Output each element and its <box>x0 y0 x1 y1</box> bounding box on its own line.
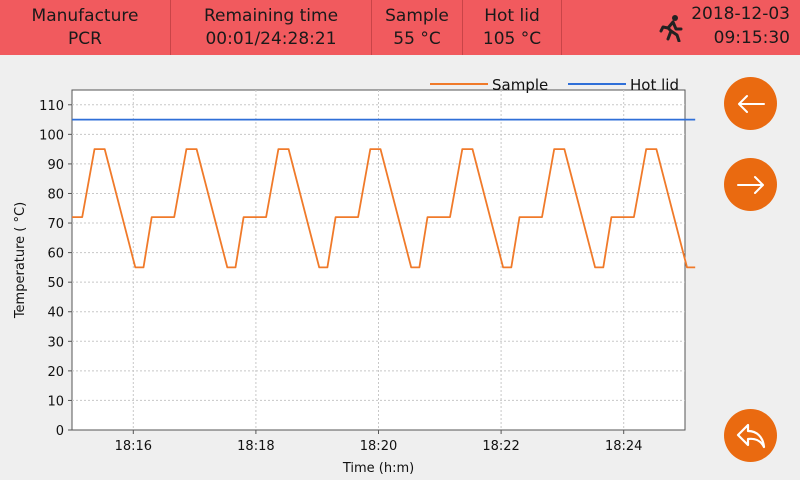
y-tick-label: 10 <box>47 394 64 409</box>
back-button[interactable] <box>724 409 777 462</box>
y-axis-label: Temperature ( °C) <box>13 202 28 319</box>
y-tick-label: 30 <box>47 335 64 350</box>
x-tick-label: 18:20 <box>360 439 397 454</box>
temperature-chart: 0 10 20 30 40 50 60 70 80 90 100 110 18:16 18:18 18:20… <box>13 76 696 476</box>
x-tick-label: 18:18 <box>237 439 274 454</box>
date-text: 2018-12-03 <box>691 4 790 24</box>
datetime-cell: 2018-12-03 09:15:30 <box>562 0 800 55</box>
legend-label: Sample <box>492 76 548 94</box>
mode-value: PCR <box>68 28 102 49</box>
mode-label: Manufacture <box>31 5 139 26</box>
arrow-right-icon <box>736 175 764 194</box>
x-axis-label: Time (h:m) <box>342 461 414 476</box>
y-tick-label: 110 <box>39 99 64 114</box>
x-tick-label: 18:16 <box>115 439 152 454</box>
remaining-time-label: Remaining time <box>203 5 339 26</box>
y-tick-label: 0 <box>56 424 64 439</box>
y-tick-label: 100 <box>39 128 64 143</box>
next-button[interactable] <box>724 158 777 211</box>
sample-temp-value: 55 °C <box>393 28 441 49</box>
sample-temp-cell: Sample 55 °C <box>372 0 463 55</box>
previous-button[interactable] <box>724 77 777 130</box>
legend-label: Hot lid <box>630 76 679 94</box>
arrow-left-icon <box>737 94 765 113</box>
y-tick-label: 70 <box>47 217 64 232</box>
series-line-sample <box>72 148 696 269</box>
mode-cell: Manufacture PCR <box>0 0 171 55</box>
y-tick-label: 50 <box>47 276 64 291</box>
remaining-time-cell: Remaining time 00:01/24:28:21 <box>171 0 372 55</box>
remaining-time-value: 00:01/24:28:21 <box>205 28 337 49</box>
undo-icon <box>736 423 765 448</box>
x-tick-label: 18:22 <box>482 439 519 454</box>
y-tick-label: 40 <box>47 306 64 321</box>
hotlid-temp-value: 105 °C <box>482 28 542 49</box>
y-tick-label: 20 <box>47 365 64 380</box>
y-tick-label: 60 <box>47 247 64 262</box>
datetime: 2018-12-03 09:15:30 <box>691 2 790 50</box>
sample-temp-label: Sample <box>385 5 449 26</box>
y-tick-label: 80 <box>47 187 64 202</box>
time-text: 09:15:30 <box>713 28 790 48</box>
hotlid-temp-cell: Hot lid 105 °C <box>463 0 562 55</box>
hotlid-temp-label: Hot lid <box>484 5 540 26</box>
running-person-icon <box>659 15 683 42</box>
y-tick-label: 90 <box>47 158 64 173</box>
status-bar: Manufacture PCR Remaining time 00:01/24:… <box>0 0 800 55</box>
x-tick-label: 18:24 <box>605 439 642 454</box>
